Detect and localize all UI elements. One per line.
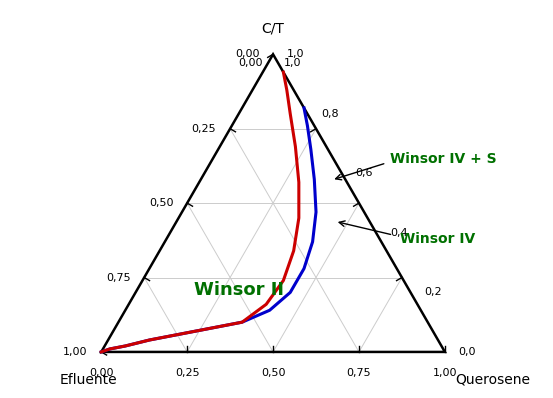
Text: Querosene: Querosene bbox=[455, 373, 530, 386]
Text: 0,75: 0,75 bbox=[106, 273, 131, 283]
Text: 1,0: 1,0 bbox=[283, 58, 301, 68]
Text: Winsor IV: Winsor IV bbox=[400, 232, 476, 246]
Text: 0,00: 0,00 bbox=[238, 58, 263, 68]
Text: 0,4: 0,4 bbox=[390, 228, 408, 238]
Text: 0,00: 0,00 bbox=[89, 369, 113, 378]
Text: 0,8: 0,8 bbox=[321, 109, 339, 119]
Text: Winsor IV + S: Winsor IV + S bbox=[390, 152, 497, 166]
Text: Efluente: Efluente bbox=[60, 373, 118, 386]
Text: 1,00: 1,00 bbox=[63, 347, 87, 357]
Text: 0,0: 0,0 bbox=[458, 347, 476, 357]
Text: 1,00: 1,00 bbox=[432, 369, 457, 378]
Text: C/T: C/T bbox=[262, 21, 284, 35]
Text: 0,25: 0,25 bbox=[192, 124, 216, 134]
Text: 0,6: 0,6 bbox=[356, 168, 373, 178]
Text: 0,25: 0,25 bbox=[175, 369, 200, 378]
Text: 1,0: 1,0 bbox=[287, 49, 304, 59]
Text: 0,00: 0,00 bbox=[235, 49, 259, 59]
Text: 0,50: 0,50 bbox=[261, 369, 285, 378]
Text: Winsor II: Winsor II bbox=[194, 281, 284, 299]
Text: 0,50: 0,50 bbox=[149, 198, 174, 208]
Text: 0,75: 0,75 bbox=[347, 369, 371, 378]
Text: 0,2: 0,2 bbox=[424, 287, 442, 297]
